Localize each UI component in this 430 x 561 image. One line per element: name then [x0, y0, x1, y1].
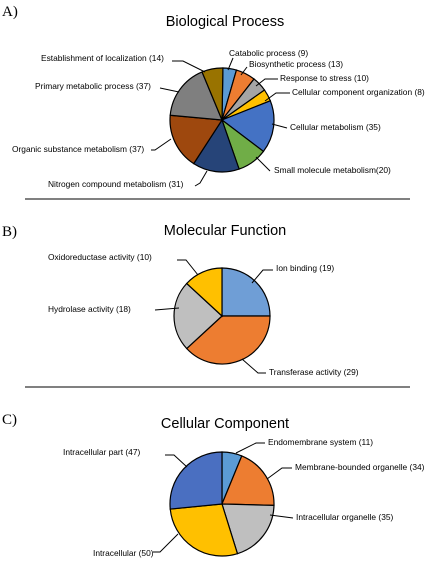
panel-b-labels: Ion binding (19) Transferase activity (29… [48, 252, 359, 377]
slice-label-hydrolase-activity: Hydrolase activity (18) [48, 304, 131, 314]
slice-label-cellular-component-organization: Cellular component organization (8) [292, 87, 425, 97]
panel-a-letter: A) [2, 4, 18, 20]
slice-label-response-to-stress: Response to stress (10) [280, 73, 369, 83]
leader-line-cellular-component-organization [264, 92, 290, 102]
leader-line-membrane-bounded-organelle [266, 467, 292, 480]
slice-label-establishment-of-localization: Establishment of localization (14) [41, 53, 164, 63]
panel-a-title: Biological Process [166, 14, 284, 30]
panel-b-title: Molecular Function [164, 223, 287, 239]
leader-line-organic-substance-metabolism [151, 138, 172, 151]
slice-label-organic-substance-metabolism: Organic substance metabolism (37) [12, 144, 144, 154]
slice-label-ion-binding: Ion binding (19) [276, 263, 334, 273]
panel-a-labels: Catabolic process (9)Biosynthetic proces… [12, 48, 425, 189]
pie-slice-transferase-activity [185, 315, 271, 365]
leader-line-intracellular [153, 533, 179, 553]
pie-slice-intracellular-organelle [221, 503, 275, 555]
leader-line-hydrolase-activity [154, 307, 180, 311]
leader-line-primary-metabolic-process [159, 87, 180, 93]
leader-line-intracellular-part [165, 454, 188, 468]
slice-label-intracellular: Intracellular (50) [93, 548, 154, 558]
leader-line-endomembrane-system [235, 442, 265, 454]
panel-c-letter: C) [2, 412, 17, 428]
leader-line-transferase-activity [241, 358, 266, 374]
pie-slice-hydrolase-activity [173, 282, 223, 350]
panel-a: A) Biological Process Catabolic process … [2, 4, 425, 189]
leader-line-establishment-of-localization [172, 60, 206, 73]
pie-slice-primary-metabolic-process [169, 71, 223, 121]
leader-line-biosynthetic-process [240, 66, 248, 76]
slice-label-intracellular-organelle: Intracellular organelle (35) [296, 512, 394, 522]
leader-line-oxidoreductase-activity [177, 259, 199, 276]
pie-slice-ion-binding [221, 267, 271, 317]
slice-label-endomembrane-system: Endomembrane system (11) [268, 437, 373, 447]
panel-c: C) Cellular Component Endomembrane syste… [2, 412, 425, 558]
slice-label-small-molecule-metabolism: Small molecule metabolism(20) [274, 165, 391, 175]
slice-label-cellular-metabolism: Cellular metabolism (35) [290, 122, 381, 132]
slice-label-nitrogen-compound-metabolism: Nitrogen compound metabolism (31) [48, 179, 184, 189]
pie-slice-oxidoreductase-activity [185, 267, 223, 318]
slice-label-catabolic-process: Catabolic process (9) [229, 48, 308, 58]
leader-line-response-to-stress [255, 78, 278, 87]
slice-label-biosynthetic-process: Biosynthetic process (13) [249, 59, 343, 69]
leader-line-nitrogen-compound-metabolism [194, 170, 208, 187]
pie-slice-organic-substance-metabolism [169, 114, 224, 165]
pie-slice-cellular-metabolism [220, 99, 275, 153]
panel-a-pie [169, 67, 275, 173]
slice-label-oxidoreductase-activity: Oxidoreductase activity (10) [48, 252, 152, 262]
pie-slice-establishment-of-localization [201, 67, 224, 121]
panel-b-letter: B) [2, 224, 17, 240]
slice-label-primary-metabolic-process: Primary metabolic process (37) [35, 81, 151, 91]
leader-line-small-molecule-metabolism [255, 156, 271, 172]
slice-label-transferase-activity: Transferase activity (29) [269, 367, 359, 377]
slice-label-intracellular-part: Intracellular part (47) [63, 447, 140, 457]
slice-label-membrane-bounded-organelle: Membrane-bounded organelle (34) [295, 462, 425, 472]
leader-line-intracellular-organelle [269, 514, 294, 519]
pie-slice-intracellular-part [169, 451, 223, 510]
panel-b-pie [173, 267, 271, 365]
leader-line-catabolic-process [227, 57, 234, 71]
pie-slice-membrane-bounded-organelle [221, 455, 275, 506]
leader-line-ion-binding [251, 269, 273, 284]
pie-slice-intracellular [169, 503, 239, 557]
leader-line-cellular-metabolism [271, 123, 288, 129]
panel-c-pie [169, 451, 275, 557]
panel-b: B) Molecular Function Ion binding (19) Tr… [2, 223, 359, 377]
panel-c-title: Cellular Component [161, 416, 289, 432]
panel-c-labels: Endomembrane system (11) Membrane-bounded… [63, 437, 425, 558]
